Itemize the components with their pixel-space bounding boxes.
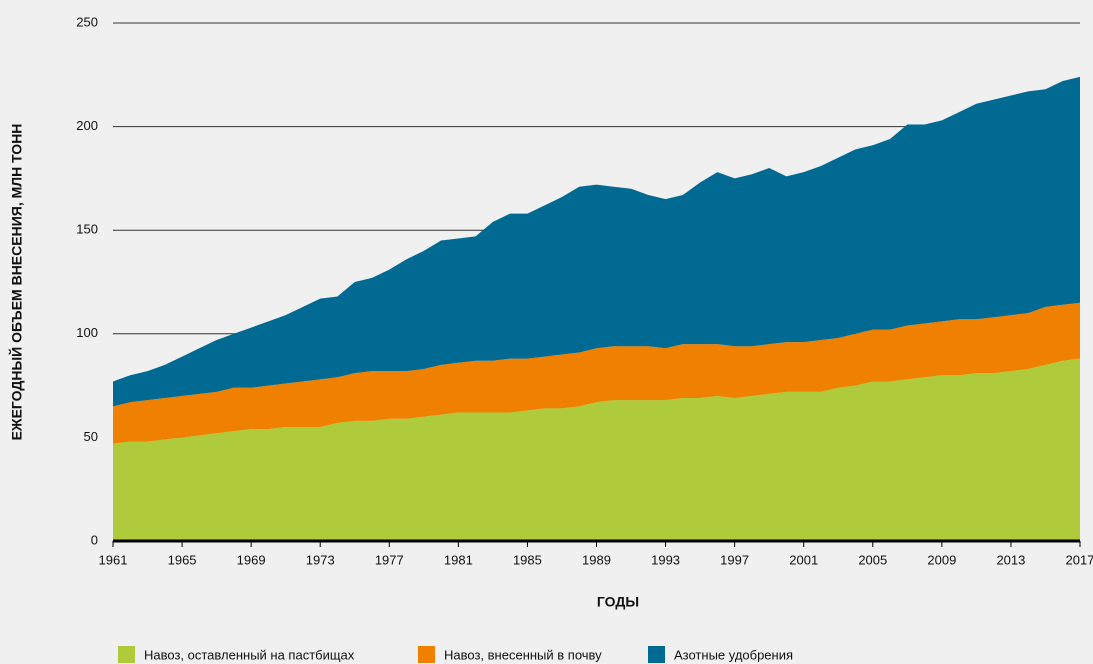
x-tick-label: 1977 [375,552,404,567]
legend-label: Навоз, оставленный на пастбищах [144,647,355,662]
y-tick-label: 200 [76,118,98,133]
y-axis-label: ЕЖЕГОДНЫЙ ОБЪЕМ ВНЕСЕНИЯ, МЛН ТОНН [8,124,25,441]
x-tick-label: 1993 [651,552,680,567]
x-axis-label: ГОДЫ [597,594,639,610]
legend-swatch [118,646,135,663]
x-tick-label: 1961 [99,552,128,567]
x-tick-label: 1981 [444,552,473,567]
x-tick-label: 2017 [1066,552,1093,567]
y-tick-label: 50 [84,429,98,444]
x-tick-label: 1989 [582,552,611,567]
y-tick-label: 100 [76,325,98,340]
x-tick-label: 2001 [789,552,818,567]
x-tick-label: 2013 [996,552,1025,567]
y-tick-label: 0 [91,532,98,547]
area [113,76,1080,407]
y-tick-label: 150 [76,222,98,237]
x-tick-label: 1985 [513,552,542,567]
legend-swatch [648,646,665,663]
area [113,358,1080,541]
x-tick-label: 2005 [858,552,887,567]
legend-swatch [418,646,435,663]
x-tick-label: 2009 [927,552,956,567]
x-tick-label: 1965 [168,552,197,567]
x-tick-label: 1969 [237,552,266,567]
legend-label: Навоз, внесенный в почву [444,647,602,662]
x-tick-label: 1973 [306,552,335,567]
y-tick-label: 250 [76,14,98,29]
x-tick-label: 1997 [720,552,749,567]
legend-label: Азотные удобрения [674,647,793,662]
